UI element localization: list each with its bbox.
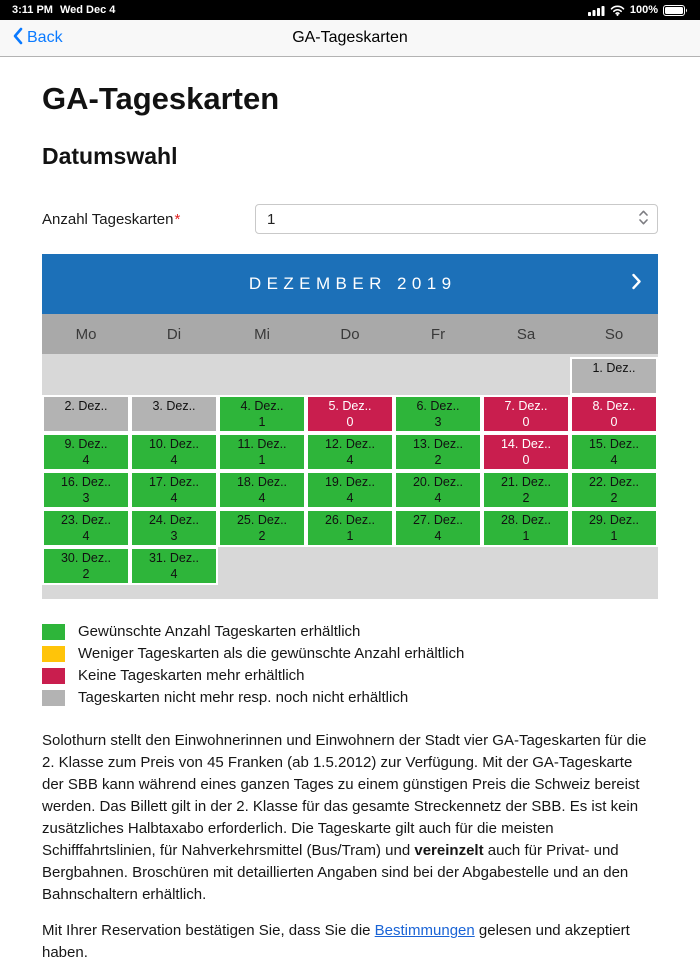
required-asterisk: *: [174, 210, 181, 228]
calendar-legend: Gewünschte Anzahl Tageskarten erhältlich…: [42, 623, 658, 706]
legend-row: Keine Tageskarten mehr erhältlich: [42, 667, 658, 684]
calendar-day[interactable]: 22. Dez.. 2: [570, 471, 658, 509]
calendar-day-empty: [570, 547, 658, 585]
quantity-select[interactable]: 1: [255, 204, 658, 234]
legend-label: Gewünschte Anzahl Tageskarten erhältlich: [78, 623, 361, 640]
legend-row: Tageskarten nicht mehr resp. noch nicht …: [42, 689, 658, 706]
section-title: Datumswahl: [42, 143, 178, 169]
quantity-label: Anzahl Tageskarten*: [42, 210, 181, 228]
calendar-day: 3. Dez..: [130, 395, 218, 433]
calendar-day[interactable]: 13. Dez.. 2: [394, 433, 482, 471]
calendar-day[interactable]: 28. Dez.. 1: [482, 509, 570, 547]
calendar-day-empty: [394, 357, 482, 395]
calendar-day[interactable]: 11. Dez.. 1: [218, 433, 306, 471]
calendar-day-empty: [218, 547, 306, 585]
calendar-day-headers: Mo Di Mi Do Fr Sa So: [42, 314, 658, 354]
day-header-di: Di: [166, 325, 182, 343]
back-button[interactable]: Back: [12, 27, 63, 50]
calendar-grid: 1. Dez.. 2. Dez.. 3. Dez.. 4. Dez.. 1 5. Dez.…: [42, 354, 658, 599]
calendar-day: 5. Dez.. 0: [306, 395, 394, 433]
page-content: GA-Tageskarten Datumswahl Anzahl Tageska…: [0, 81, 700, 964]
calendar-day[interactable]: 6. Dez.. 3: [394, 395, 482, 433]
calendar-day[interactable]: 16. Dez.. 3: [42, 471, 130, 509]
legend-row: Gewünschte Anzahl Tageskarten erhältlich: [42, 623, 658, 640]
calendar-day[interactable]: 4. Dez.. 1: [218, 395, 306, 433]
cellular-signal-icon: [587, 5, 605, 16]
back-button-label: Back: [27, 29, 63, 46]
wifi-icon: [610, 5, 625, 16]
calendar-day[interactable]: 21. Dez.. 2: [482, 471, 570, 509]
calendar-day: 1. Dez..: [570, 357, 658, 395]
legend-label: Weniger Tageskarten als die gewünschte A…: [78, 645, 465, 662]
status-time: 3:11 PM: [12, 4, 53, 16]
calendar-day[interactable]: 20. Dez.. 4: [394, 471, 482, 509]
calendar-day-empty: [42, 357, 130, 395]
status-date: Wed Dec 4: [59, 4, 116, 16]
calendar-day[interactable]: 27. Dez.. 4: [394, 509, 482, 547]
nav-title: GA-Tageskarten: [292, 29, 408, 46]
legend-label: Tageskarten nicht mehr resp. noch nicht …: [78, 689, 409, 706]
day-header-sa: Sa: [516, 325, 536, 343]
calendar-header: DEZEMBER 2019: [42, 254, 658, 314]
calendar-day[interactable]: 29. Dez.. 1: [570, 509, 658, 547]
day-header-fr: Fr: [430, 325, 446, 343]
day-header-mi: Mi: [254, 325, 270, 343]
select-stepper-icon: [639, 209, 648, 230]
next-month-button[interactable]: [631, 254, 642, 314]
calendar-day[interactable]: 26. Dez.. 1: [306, 509, 394, 547]
battery-percent: 100%: [629, 4, 658, 16]
quantity-select-value: 1: [267, 210, 276, 228]
quantity-form-row: Anzahl Tageskarten* 1: [42, 204, 658, 234]
calendar-day-empty: [306, 357, 394, 395]
calendar-day[interactable]: 30. Dez.. 2: [42, 547, 130, 585]
calendar-day: 14. Dez.. 0: [482, 433, 570, 471]
calendar-day: 7. Dez.. 0: [482, 395, 570, 433]
legend-swatch-unavailable_gray: [42, 689, 65, 706]
chevron-right-icon: [631, 273, 642, 295]
calendar-day[interactable]: 10. Dez.. 4: [130, 433, 218, 471]
calendar-day-empty: [218, 357, 306, 395]
calendar-day[interactable]: 15. Dez.. 4: [570, 433, 658, 471]
day-header-do: Do: [340, 325, 360, 343]
calendar-day[interactable]: 24. Dez.. 3: [130, 509, 218, 547]
calendar-day-empty: [306, 547, 394, 585]
calendar-day-empty: [130, 357, 218, 395]
calendar-day-empty: [482, 357, 570, 395]
calendar-day[interactable]: 23. Dez.. 4: [42, 509, 130, 547]
legend-label: Keine Tageskarten mehr erhältlich: [78, 667, 305, 684]
calendar-day: 8. Dez.. 0: [570, 395, 658, 433]
calendar: DEZEMBER 2019 Mo Di Mi Do Fr Sa So 1. Dez.. 2. …: [42, 254, 658, 599]
page-title: GA-Tageskarten: [42, 81, 280, 116]
calendar-day[interactable]: 31. Dez.. 4: [130, 547, 218, 585]
calendar-day[interactable]: 18. Dez.. 4: [218, 471, 306, 509]
calendar-day[interactable]: 17. Dez.. 4: [130, 471, 218, 509]
chevron-left-icon: [12, 27, 23, 50]
status-bar: 3:11 PM Wed Dec 4 100%: [0, 0, 700, 20]
reservation-note: Mit Ihrer Reservation bestätigen Sie, da…: [42, 922, 630, 961]
navigation-bar: Back GA-Tageskarten: [0, 20, 700, 57]
description-paragraph: Solothurn stellt den Einwohnerinnen und …: [42, 732, 647, 903]
calendar-day[interactable]: 19. Dez.. 4: [306, 471, 394, 509]
calendar-day[interactable]: 12. Dez.. 4: [306, 433, 394, 471]
calendar-day: 2. Dez..: [42, 395, 130, 433]
battery-icon: [663, 4, 688, 16]
calendar-day-empty: [394, 547, 482, 585]
calendar-day[interactable]: 9. Dez.. 4: [42, 433, 130, 471]
day-header-mo: Mo: [75, 325, 97, 343]
legend-swatch-available_green: [42, 623, 65, 640]
legend-row: Weniger Tageskarten als die gewünschte A…: [42, 645, 658, 662]
legend-swatch-partial_yellow: [42, 645, 65, 662]
calendar-day-empty: [482, 547, 570, 585]
calendar-month-title: DEZEMBER 2019: [248, 274, 457, 293]
bestimmungen-link[interactable]: Bestimmungen: [374, 922, 475, 939]
calendar-day[interactable]: 25. Dez.. 2: [218, 509, 306, 547]
day-header-so: So: [604, 325, 624, 343]
legend-swatch-soldout_red: [42, 667, 65, 684]
